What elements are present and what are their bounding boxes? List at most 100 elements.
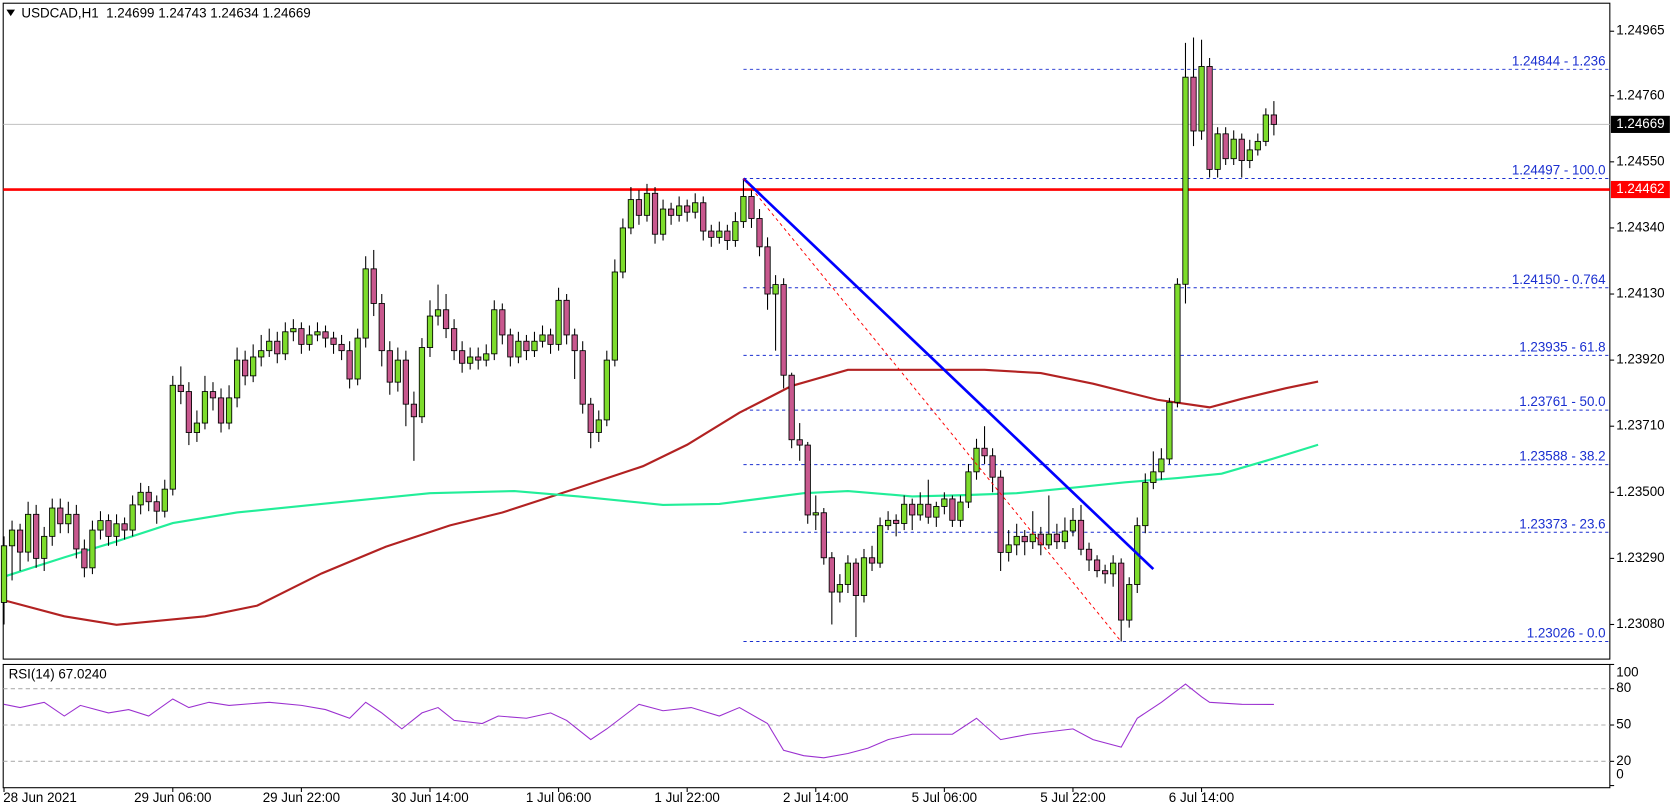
candle-body	[370, 268, 377, 304]
candle-body	[346, 350, 353, 380]
fib-label: 1.24844 - 1.236	[1512, 53, 1606, 68]
candle-body	[491, 309, 498, 355]
candle-body	[844, 562, 852, 585]
candle-body	[1254, 140, 1261, 151]
candle-body	[1077, 519, 1085, 550]
candle-body	[724, 230, 731, 241]
candle-body	[266, 340, 273, 352]
candle-body	[1118, 562, 1125, 621]
candle-body	[836, 584, 843, 593]
x-tick-label: 29 Jun 06:00	[134, 790, 211, 805]
candle-body	[973, 447, 980, 473]
candle-body	[1053, 533, 1060, 543]
candle-body	[16, 529, 24, 553]
candle-body	[1238, 138, 1245, 162]
candle-body	[1126, 584, 1133, 621]
candle-body	[193, 422, 201, 433]
rsi-tick-label: 20	[1616, 753, 1631, 768]
y-tick-label: 1.23080	[1616, 616, 1664, 631]
fib-label: 1.24497 - 100.0	[1512, 163, 1606, 178]
candle-body	[330, 337, 337, 345]
y-tick-label: 1.23290	[1616, 550, 1664, 565]
rsi-tick-label: 0	[1616, 766, 1623, 781]
candle-body	[1101, 570, 1109, 575]
y-tick-label: 1.24550	[1616, 153, 1664, 168]
candle-body	[772, 284, 779, 295]
candle-body	[233, 359, 241, 399]
y-tick-label: 1.23710	[1616, 418, 1664, 433]
fib-label: 1.23588 - 38.2	[1519, 449, 1605, 464]
candle-body	[362, 268, 369, 339]
candle-body	[1174, 283, 1181, 403]
candle-body	[555, 299, 562, 345]
candle-body	[925, 503, 932, 518]
trendline	[742, 177, 1155, 571]
candle-body	[65, 513, 72, 525]
candle-body	[410, 403, 418, 418]
candle-body	[780, 284, 787, 376]
candle-body	[1230, 138, 1237, 160]
candle-body	[89, 529, 96, 569]
candle-body	[426, 315, 434, 348]
x-tick-label: 2 Jul 14:00	[783, 790, 848, 805]
candle-body	[1246, 149, 1253, 162]
candle-body	[981, 447, 988, 457]
candle-body	[820, 512, 827, 559]
y-tick-label: 1.24340	[1616, 219, 1664, 234]
trendline	[743, 178, 1122, 642]
candle-body	[242, 359, 249, 377]
candle-body	[523, 340, 530, 352]
candle-body	[81, 548, 88, 569]
candle-body	[595, 419, 602, 433]
candle-body	[1198, 66, 1205, 132]
fib-label: 1.23761 - 50.0	[1519, 394, 1605, 409]
candle-body	[442, 309, 450, 330]
candle-body	[105, 520, 112, 537]
candle-body	[0, 545, 8, 603]
x-tick-label: 5 Jul 22:00	[1040, 790, 1105, 805]
candle-body	[619, 227, 626, 273]
candle-body	[225, 397, 233, 424]
candle-body	[901, 503, 908, 524]
candle-body	[884, 519, 892, 527]
candle-body	[1182, 76, 1189, 285]
x-tick-label: 6 Jul 14:00	[1169, 790, 1234, 805]
candle-body	[627, 199, 635, 229]
candle-body	[129, 504, 136, 531]
candle-body	[169, 384, 176, 490]
candle-body	[145, 491, 152, 503]
candle-body	[97, 520, 104, 531]
candle-body	[1093, 559, 1101, 572]
candle-body	[700, 202, 707, 232]
candle-body	[804, 444, 811, 516]
candle-body	[611, 271, 618, 361]
rsi-tick-label: 80	[1616, 680, 1631, 695]
candle-body	[852, 562, 860, 596]
candle-body	[909, 503, 916, 516]
fib-label: 1.23373 - 23.6	[1519, 516, 1605, 531]
candle-body	[386, 350, 393, 383]
y-tick-label: 1.24130	[1616, 286, 1664, 301]
candle-body	[692, 202, 699, 213]
candle-body	[250, 356, 257, 377]
rsi-pane-frame	[2, 663, 1611, 789]
current-price-label: 1.24669	[1616, 116, 1664, 131]
candle-body	[1270, 114, 1277, 125]
moving-average	[3, 368, 1319, 626]
candle-body	[788, 374, 795, 441]
candle-body	[153, 501, 160, 512]
candle-body	[113, 523, 120, 537]
candle-body	[338, 343, 345, 352]
candle-body	[434, 309, 442, 317]
candle-body	[547, 334, 554, 345]
candle-body	[965, 471, 972, 503]
candle-body	[49, 507, 56, 537]
y-tick-label: 1.24760	[1616, 87, 1664, 102]
candle-body	[354, 337, 361, 380]
candle-body	[507, 334, 514, 358]
candle-body	[274, 340, 281, 355]
candle-body	[949, 498, 956, 521]
candle-body	[314, 331, 321, 336]
